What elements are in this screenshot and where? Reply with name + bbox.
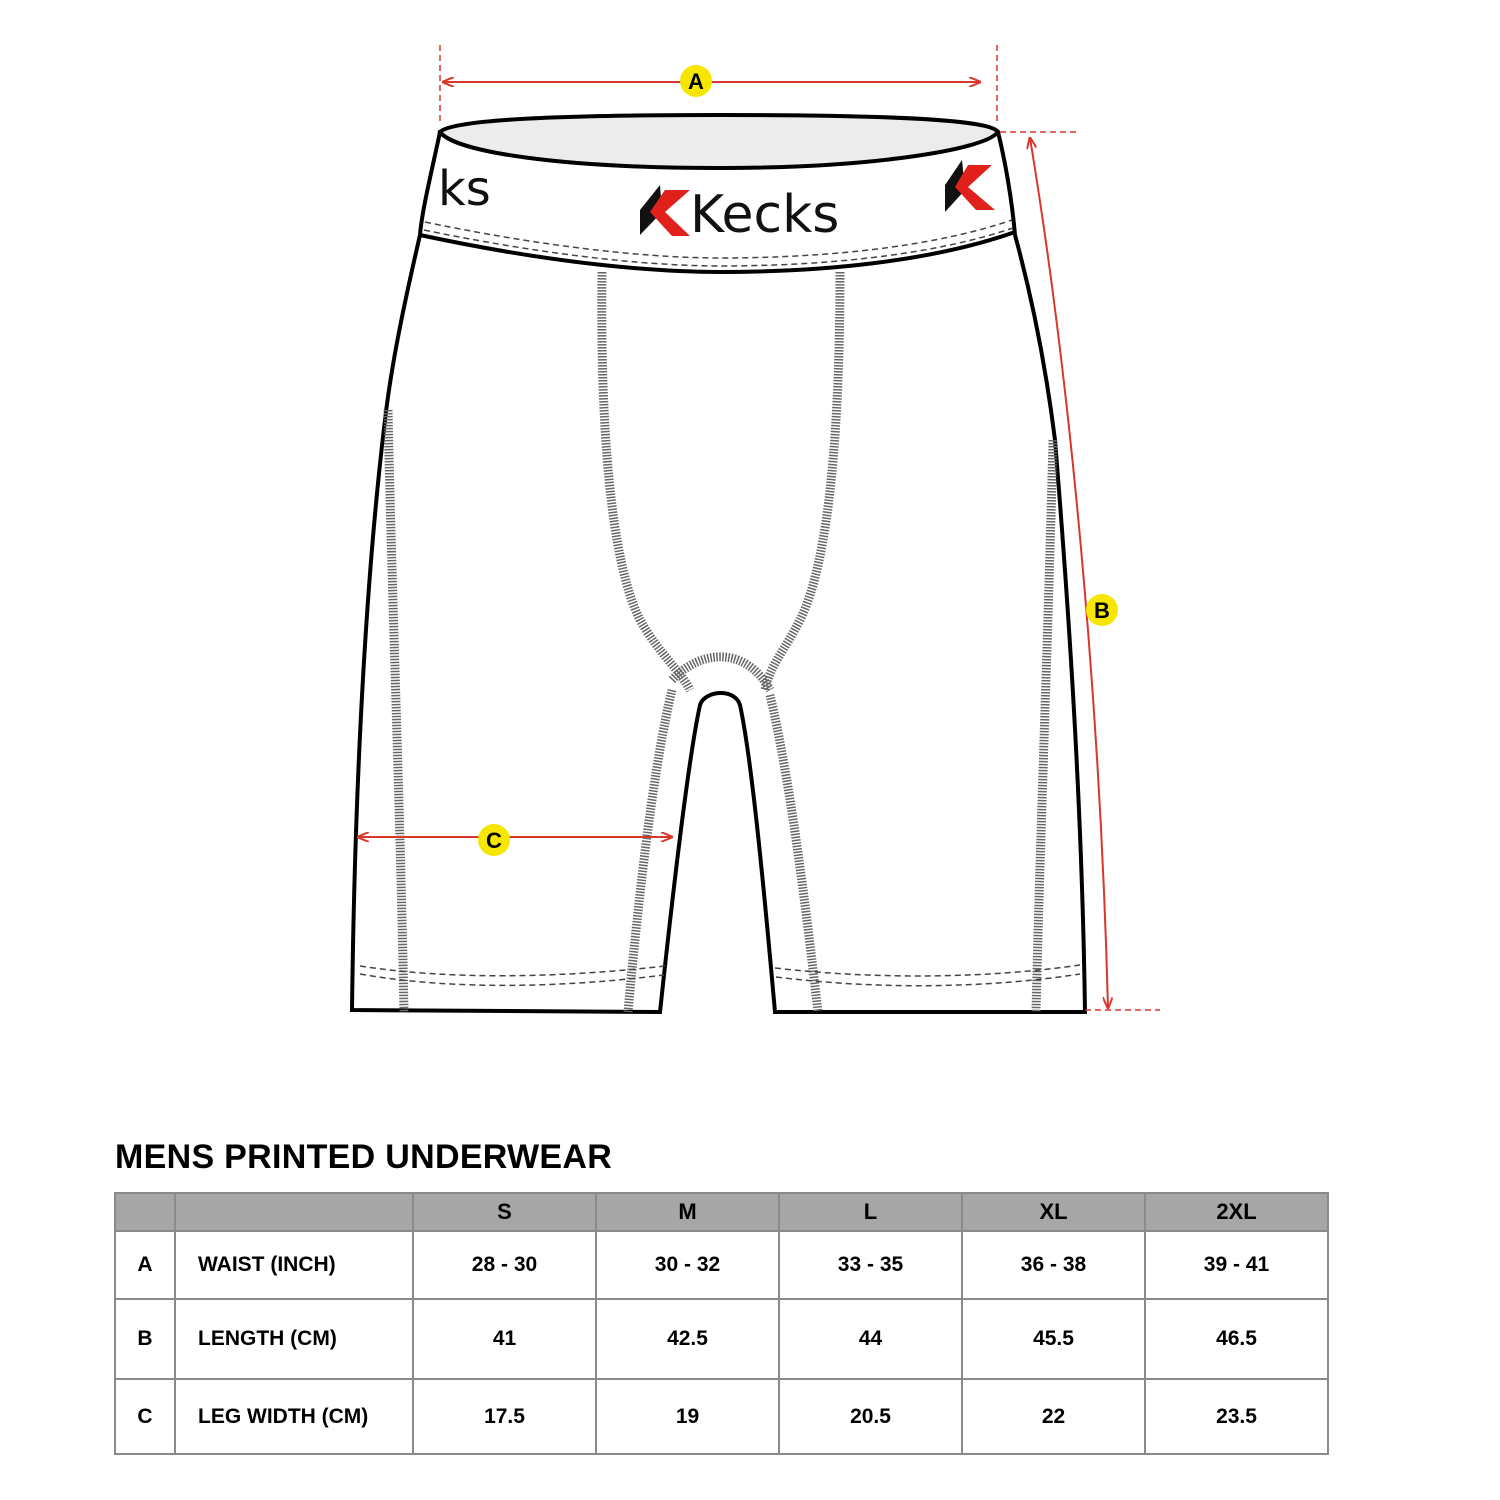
front-panel-seam-left xyxy=(597,271,695,693)
cell-value: 39 - 41 xyxy=(1144,1230,1329,1300)
kecks-logo: Kecks xyxy=(640,185,839,245)
hem-stitching xyxy=(359,964,1081,987)
cell-value: 28 - 30 xyxy=(412,1230,597,1300)
front-panel-seam-right xyxy=(760,271,845,692)
table-header: S M L XL 2XL xyxy=(114,1192,1329,1232)
chart-title: MENS PRINTED UNDERWEAR xyxy=(115,1138,613,1176)
shorts-outline xyxy=(349,130,1088,1015)
logo-mark-black xyxy=(640,185,662,235)
gusset-seam xyxy=(668,652,774,693)
logo-text: Kecks xyxy=(690,185,839,245)
label-a: A xyxy=(688,69,704,94)
label-b: B xyxy=(1094,598,1110,623)
dimension-c: C xyxy=(358,824,672,856)
cell-value: 19 xyxy=(595,1378,780,1455)
label-badge-b xyxy=(1086,594,1118,626)
waistband-stitch xyxy=(424,219,1013,259)
cell-value: 17.5 xyxy=(412,1378,597,1455)
row-key: A xyxy=(114,1230,176,1300)
svg-text:ks: ks xyxy=(438,161,491,217)
cell-value: 46.5 xyxy=(1144,1298,1329,1380)
waistband-bottom xyxy=(419,230,1016,275)
cell-value: 44 xyxy=(778,1298,963,1380)
dimension-a: A xyxy=(439,45,998,125)
size-xl: XL xyxy=(961,1192,1146,1232)
header-measure xyxy=(174,1192,414,1232)
cell-value: 33 - 35 xyxy=(778,1230,963,1300)
table-row: C LEG WIDTH (CM) 17.5 19 20.5 22 23.5 xyxy=(114,1378,1329,1455)
cell-value: 41 xyxy=(412,1298,597,1380)
cell-value: 30 - 32 xyxy=(595,1230,780,1300)
cell-value: 42.5 xyxy=(595,1298,780,1380)
size-m: M xyxy=(595,1192,780,1232)
kecks-logo-partial-left: ks xyxy=(438,161,491,217)
cell-value: 22 xyxy=(961,1378,1146,1455)
row-measure: LENGTH (CM) xyxy=(174,1298,414,1380)
row-measure: WAIST (INCH) xyxy=(174,1230,414,1300)
cell-value: 45.5 xyxy=(961,1298,1146,1380)
size-2xl: 2XL xyxy=(1144,1192,1329,1232)
size-l: L xyxy=(778,1192,963,1232)
cell-value: 36 - 38 xyxy=(961,1230,1146,1300)
table-row: B LENGTH (CM) 41 42.5 44 45.5 46.5 xyxy=(114,1298,1329,1380)
inner-leg-seam-left xyxy=(623,688,677,1013)
label-badge-a xyxy=(680,65,712,97)
waistband-top xyxy=(437,112,1001,171)
row-key: B xyxy=(114,1298,176,1380)
table-row: A WAIST (INCH) 28 - 30 30 - 32 33 - 35 3… xyxy=(114,1230,1329,1300)
size-s: S xyxy=(412,1192,597,1232)
shorts-diagram: Kecks ks A B C xyxy=(349,45,1160,1015)
header-key xyxy=(114,1192,176,1232)
label-c: C xyxy=(486,828,502,853)
row-measure: LEG WIDTH (CM) xyxy=(174,1378,414,1455)
dimension-b: B xyxy=(1000,131,1160,1011)
label-badge-c xyxy=(478,824,510,856)
inner-leg-seam-right xyxy=(765,693,823,1013)
kecks-logo-partial-right xyxy=(945,160,995,212)
cell-value: 20.5 xyxy=(778,1378,963,1455)
logo-mark-red xyxy=(650,190,690,236)
size-table: S M L XL 2XL A WAIST (INCH) 28 - 30 30 -… xyxy=(114,1192,1329,1455)
cell-value: 23.5 xyxy=(1144,1378,1329,1455)
length-arrow xyxy=(1030,138,1108,1008)
row-key: C xyxy=(114,1378,176,1455)
side-seam-left xyxy=(383,409,409,1013)
